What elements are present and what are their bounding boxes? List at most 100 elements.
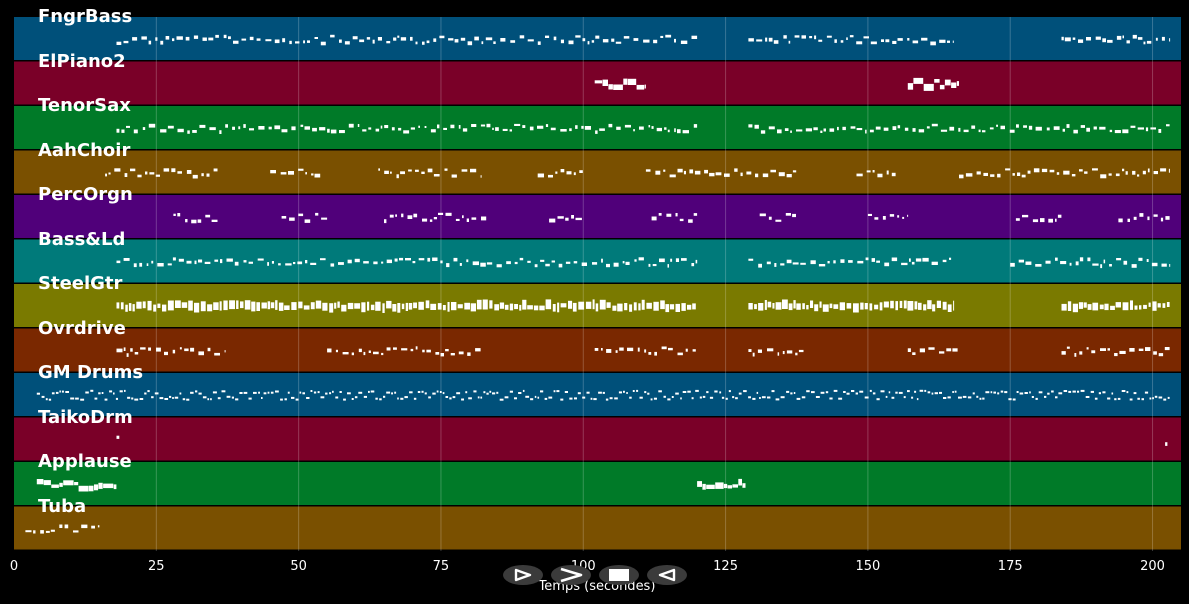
stop-button[interactable] xyxy=(599,565,639,585)
note-0-0-4 xyxy=(148,40,152,45)
note-5-2-9 xyxy=(1079,257,1084,262)
note-0-2-11 xyxy=(1132,34,1137,39)
note-8-0-73 xyxy=(325,392,328,395)
note-8-0-206 xyxy=(846,392,850,395)
note-8-0-205 xyxy=(843,391,846,393)
note-4-8-6 xyxy=(1160,217,1164,222)
note-5-0-33 xyxy=(354,258,360,263)
note-1-1-5 xyxy=(944,79,951,86)
note-0-1-19 xyxy=(870,41,877,45)
note-8-0-37 xyxy=(182,398,186,401)
note-7-2-12 xyxy=(677,352,683,356)
note-0-0-12 xyxy=(202,37,207,41)
note-8-0-20 xyxy=(115,397,118,400)
note-6-1-36 xyxy=(927,300,932,310)
note-6-0-4 xyxy=(132,304,135,312)
note-6-2-8 xyxy=(1104,303,1109,311)
note-8-0-26 xyxy=(139,398,144,400)
note-3-3-2 xyxy=(555,171,558,174)
note-8-0-139 xyxy=(577,392,581,395)
note-3-3-1 xyxy=(548,174,553,178)
note-5-1-22 xyxy=(911,261,915,265)
note-8-0-79 xyxy=(347,392,351,395)
note-5-1-1 xyxy=(758,263,762,268)
note-0-0-57 xyxy=(510,40,516,43)
note-5-0-74 xyxy=(648,263,651,267)
note-3-4-10 xyxy=(715,172,722,176)
note-6-0-98 xyxy=(641,299,645,310)
note-0-0-45 xyxy=(426,40,430,44)
note-8-0-114 xyxy=(480,396,483,399)
note-2-0-21 xyxy=(274,125,281,130)
note-7-1-10 xyxy=(393,347,397,350)
note-8-0-66 xyxy=(299,391,302,394)
note-7-3-7 xyxy=(795,352,798,356)
note-0-2-10 xyxy=(1126,40,1130,44)
note-7-1-14 xyxy=(422,349,425,353)
note-3-5-0 xyxy=(856,173,863,177)
note-5-1-12 xyxy=(840,259,845,263)
note-4-2-1 xyxy=(389,214,394,218)
note-2-1-3 xyxy=(768,126,775,130)
note-1-1-6 xyxy=(951,82,957,88)
note-7-0-5 xyxy=(140,347,146,350)
note-4-7-6 xyxy=(1057,214,1062,218)
note-3-2-13 xyxy=(470,168,477,173)
note-7-1-12 xyxy=(410,348,414,352)
note-7-3-4 xyxy=(777,352,780,356)
fast-forward-button[interactable] xyxy=(551,565,591,585)
note-0-0-61 xyxy=(545,35,550,38)
note-0-2-5 xyxy=(1095,36,1101,40)
note-6-0-102 xyxy=(665,304,670,313)
note-6-0-58 xyxy=(425,300,430,309)
note-0-0-2 xyxy=(132,37,138,41)
note-8-0-39 xyxy=(190,391,194,394)
note-6-0-28 xyxy=(267,301,271,310)
note-3-4-2 xyxy=(663,169,666,172)
note-0-0-53 xyxy=(481,41,484,45)
note-0-0-79 xyxy=(674,38,676,43)
note-8-0-153 xyxy=(632,390,635,392)
note-8-0-69 xyxy=(310,390,313,392)
note-8-0-140 xyxy=(582,396,586,399)
note-3-2-3 xyxy=(396,174,399,179)
play-button[interactable] xyxy=(503,565,543,585)
note-5-1-9 xyxy=(818,264,826,267)
note-2-0-50 xyxy=(471,124,477,127)
note-8-0-155 xyxy=(639,396,643,399)
note-5-2-21 xyxy=(1161,263,1167,267)
note-8-0-146 xyxy=(605,398,609,401)
note-5-0-28 xyxy=(310,262,317,265)
note-2-0-22 xyxy=(281,129,288,133)
note-11-0-4 xyxy=(50,529,55,532)
note-2-0-10 xyxy=(192,130,197,133)
note-5-0-31 xyxy=(338,262,344,265)
note-8-0-80 xyxy=(351,398,354,400)
x-tick-label-2: 50 xyxy=(290,559,307,574)
note-5-1-13 xyxy=(848,260,853,263)
note-7-4-6 xyxy=(952,348,958,352)
x-tick-label-3: 75 xyxy=(432,559,450,574)
note-8-0-145 xyxy=(602,391,605,394)
note-6-1-38 xyxy=(936,300,941,308)
note-1-1-7 xyxy=(956,81,959,86)
track-label-5: Bass&Ld xyxy=(38,228,126,250)
note-2-1-6 xyxy=(790,130,792,133)
note-3-4-19 xyxy=(786,174,792,178)
note-8-0-98 xyxy=(421,390,424,393)
note-8-0-131 xyxy=(544,397,548,400)
note-2-0-72 xyxy=(624,124,631,128)
note-1-0-7 xyxy=(644,84,646,89)
note-3-2-2 xyxy=(390,171,392,174)
note-8-0-154 xyxy=(636,389,639,392)
rewind-button[interactable] xyxy=(647,565,687,585)
note-5-0-11 xyxy=(194,260,197,265)
note-4-7-0 xyxy=(1015,218,1020,221)
note-2-1-39 xyxy=(1016,124,1019,128)
note-8-0-64 xyxy=(291,396,295,399)
note-6-0-82 xyxy=(557,302,560,313)
note-5-0-30 xyxy=(330,263,335,267)
note-7-1-9 xyxy=(386,347,391,351)
note-6-1-19 xyxy=(839,302,845,311)
note-8-0-25 xyxy=(134,398,139,401)
